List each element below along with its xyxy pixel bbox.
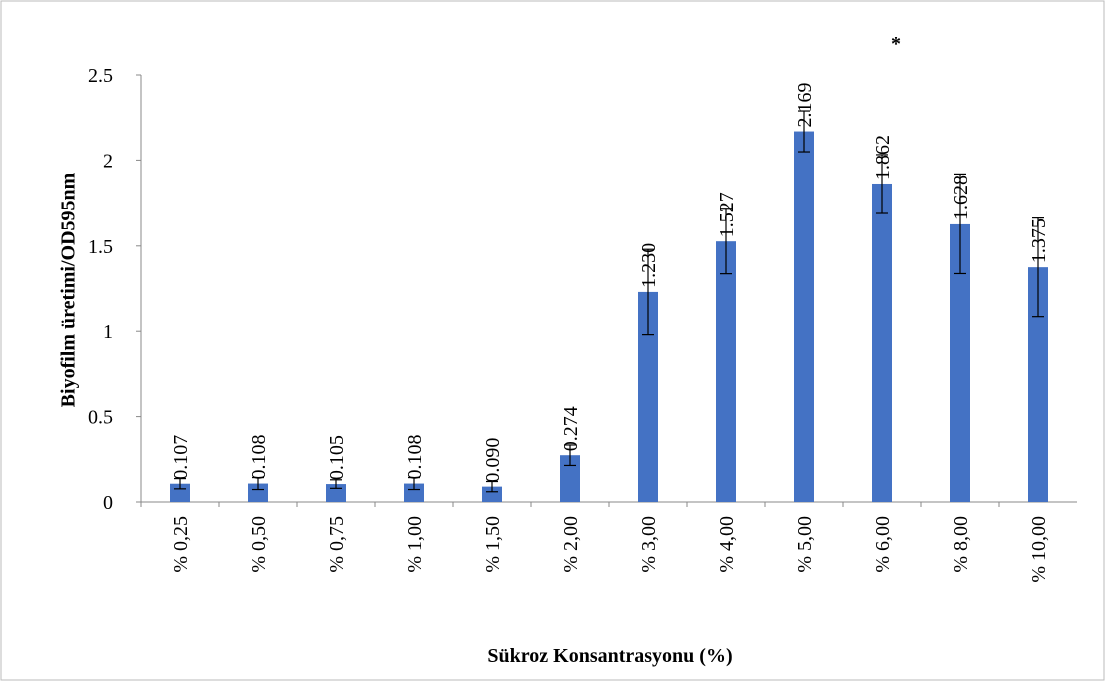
y-tick-label: 1.5 [88,236,113,258]
bar [716,241,736,502]
x-tick-label: % 4,00 [716,516,738,573]
x-tick-label: % 2,00 [560,516,582,573]
y-axis-title: Biyofilm üretimi/OD595nm [58,172,80,407]
bar [560,455,580,502]
data-label: 0.108 [248,435,270,480]
bar [872,183,892,502]
data-label: 1.375 [1028,218,1050,263]
x-tick-label: % 10,00 [1028,516,1050,583]
y-tick-label: 2 [103,150,113,172]
y-tick-label: 1 [103,321,113,343]
bar [638,291,658,502]
y-tick-label: 0.5 [88,407,113,429]
x-tick-label: % 0,75 [326,516,348,573]
data-label: 2.169 [794,83,816,128]
y-tick-label: 0 [103,492,113,514]
x-tick-label: % 6,00 [872,516,894,573]
data-label: 1.527 [716,192,738,237]
x-tick-label: % 1,50 [482,516,504,573]
bar [794,131,814,503]
data-label: 0.274 [560,406,582,451]
data-label: 0.105 [326,435,348,480]
x-tick-label: % 1,00 [404,516,426,573]
bar [248,483,268,502]
bar [950,223,970,502]
data-label: 0.090 [482,438,504,483]
bar [404,483,424,502]
data-label: 1.230 [638,243,660,288]
bar [1028,267,1048,502]
x-tick-label: % 0,50 [248,516,270,573]
data-label: 1.862 [872,135,894,180]
x-tick-label: % 3,00 [638,516,660,573]
annotation: * [891,33,901,55]
x-tick-label: % 8,00 [950,516,972,573]
data-label: 0.108 [404,435,426,480]
bar [482,486,502,502]
x-axis-title: Sükroz Konsantrasyonu (%) [487,645,732,667]
data-label: 1.628 [950,175,972,220]
x-tick-label: % 0,25 [170,516,192,573]
x-tick-label: % 5,00 [794,516,816,573]
data-label: 0.107 [170,435,192,480]
y-tick-label: 2.5 [88,65,113,87]
